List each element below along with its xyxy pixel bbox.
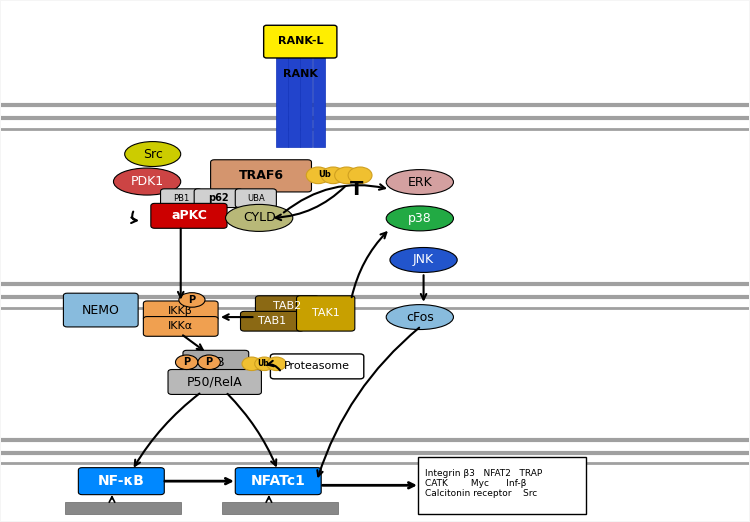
FancyBboxPatch shape xyxy=(183,350,249,375)
FancyBboxPatch shape xyxy=(143,316,218,336)
Text: CYLD: CYLD xyxy=(243,211,275,224)
Bar xyxy=(288,51,300,147)
Ellipse shape xyxy=(176,355,198,370)
Text: IκB: IκB xyxy=(206,357,226,369)
FancyBboxPatch shape xyxy=(236,468,321,495)
FancyBboxPatch shape xyxy=(168,370,262,395)
Text: Integrin β3   NFAT2   TRAP: Integrin β3 NFAT2 TRAP xyxy=(425,469,542,478)
Text: P: P xyxy=(206,357,213,367)
FancyBboxPatch shape xyxy=(264,25,337,58)
FancyBboxPatch shape xyxy=(160,189,202,208)
Ellipse shape xyxy=(386,305,454,329)
Ellipse shape xyxy=(321,167,345,184)
Ellipse shape xyxy=(198,355,220,370)
Text: P50/RelA: P50/RelA xyxy=(187,375,242,388)
Text: cFos: cFos xyxy=(406,311,433,324)
Text: RANK: RANK xyxy=(283,69,318,79)
Text: P: P xyxy=(188,295,196,305)
Text: CATK        Myc      Inf-β: CATK Myc Inf-β xyxy=(425,479,526,488)
Text: Proteasome: Proteasome xyxy=(284,361,350,371)
Ellipse shape xyxy=(348,167,372,184)
Ellipse shape xyxy=(306,167,330,184)
Ellipse shape xyxy=(390,247,458,272)
FancyBboxPatch shape xyxy=(194,189,243,208)
FancyBboxPatch shape xyxy=(418,457,586,514)
Ellipse shape xyxy=(267,357,286,371)
FancyBboxPatch shape xyxy=(271,354,364,379)
Ellipse shape xyxy=(113,168,181,195)
Text: TAB2: TAB2 xyxy=(273,301,302,311)
Text: T: T xyxy=(350,181,363,199)
Bar xyxy=(222,503,338,514)
Ellipse shape xyxy=(242,357,262,371)
FancyBboxPatch shape xyxy=(143,301,218,321)
Ellipse shape xyxy=(124,141,181,167)
Text: PDK1: PDK1 xyxy=(130,175,164,188)
Ellipse shape xyxy=(226,205,292,231)
Text: Calcitonin receptor    Src: Calcitonin receptor Src xyxy=(425,490,537,499)
Ellipse shape xyxy=(386,170,454,195)
Text: IKKα: IKKα xyxy=(168,322,194,331)
Text: NFATc1: NFATc1 xyxy=(251,474,306,488)
Text: TAK1: TAK1 xyxy=(312,309,340,318)
FancyBboxPatch shape xyxy=(151,204,227,228)
FancyBboxPatch shape xyxy=(241,311,304,331)
FancyBboxPatch shape xyxy=(211,160,311,192)
Bar xyxy=(300,51,312,147)
Bar xyxy=(313,51,325,147)
Text: P: P xyxy=(183,357,190,367)
Ellipse shape xyxy=(255,357,274,371)
Text: TRAF6: TRAF6 xyxy=(238,169,284,182)
Ellipse shape xyxy=(334,167,358,184)
Text: IKKβ: IKKβ xyxy=(168,306,193,316)
Text: Src: Src xyxy=(142,148,163,161)
Text: PB1: PB1 xyxy=(173,194,189,203)
FancyBboxPatch shape xyxy=(236,189,276,208)
Bar xyxy=(65,503,181,514)
FancyBboxPatch shape xyxy=(78,468,164,495)
Text: p62: p62 xyxy=(209,193,229,203)
Text: Ub: Ub xyxy=(319,170,332,179)
Text: RANK-L: RANK-L xyxy=(278,36,323,46)
Text: UBA: UBA xyxy=(247,194,265,203)
FancyBboxPatch shape xyxy=(296,296,355,331)
Text: NEMO: NEMO xyxy=(82,304,120,316)
FancyBboxPatch shape xyxy=(256,296,319,315)
Text: Ub: Ub xyxy=(257,359,268,369)
Text: TAB1: TAB1 xyxy=(258,316,286,326)
Text: p38: p38 xyxy=(408,212,432,225)
Bar xyxy=(275,51,287,147)
Text: NF-κB: NF-κB xyxy=(98,474,145,488)
Text: aPKC: aPKC xyxy=(171,209,207,222)
Text: ERK: ERK xyxy=(407,175,432,188)
Ellipse shape xyxy=(386,206,454,231)
FancyBboxPatch shape xyxy=(64,293,138,327)
Text: JNK: JNK xyxy=(413,254,434,266)
Ellipse shape xyxy=(178,293,205,307)
